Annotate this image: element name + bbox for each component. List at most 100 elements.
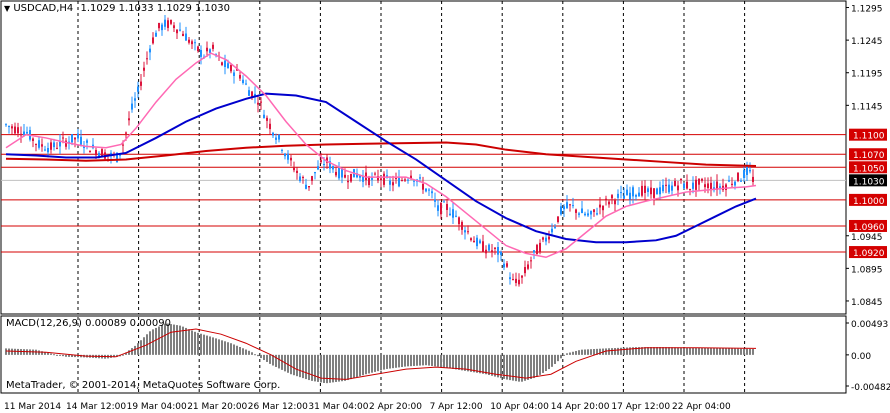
level-price-tag: 1.1070 (853, 151, 885, 161)
candle-body (650, 187, 652, 195)
macd-histogram-bar (680, 347, 682, 355)
candle-body (395, 178, 397, 180)
candle-body (284, 153, 286, 157)
candle-body (644, 185, 646, 193)
candle-body (605, 198, 607, 200)
macd-histogram-bar (494, 354, 496, 377)
macd-histogram-bar (233, 344, 235, 355)
macd-histogram-bar (704, 347, 706, 355)
level-price-tag: 1.1000 (853, 197, 885, 207)
candle-body (665, 184, 667, 186)
macd-histogram-bar (380, 354, 382, 371)
macd-histogram-bar (509, 354, 511, 381)
macd-histogram-bar (560, 354, 562, 359)
candle-body (413, 180, 415, 182)
level-price-tag-bg (849, 128, 887, 141)
time-label: 17 Apr 12:00 (611, 402, 670, 412)
macd-histogram-bar (746, 348, 748, 355)
macd-histogram-bar (275, 354, 277, 367)
macd-histogram-bar (389, 354, 391, 369)
macd-histogram-bar (17, 348, 19, 355)
time-label: 26 Mar 12:00 (248, 402, 308, 412)
macd-histogram-bar (248, 350, 250, 355)
candle-body (182, 33, 184, 37)
candle-body (269, 123, 271, 130)
candle-body (71, 134, 73, 143)
candle-body (620, 192, 622, 194)
macd-histogram-bar (128, 350, 130, 355)
chart-header: ▼ USDCAD,H4 1.1029 1.1033 1.1029 1.1030 (4, 3, 230, 15)
macd-histogram-bar (656, 347, 658, 355)
macd-histogram-bar (470, 354, 472, 372)
candle-body (200, 49, 202, 57)
macd-histogram-bar (359, 354, 361, 377)
candle-body (263, 114, 265, 119)
candle-body (536, 244, 538, 255)
candle-body (656, 188, 658, 195)
candle-body (20, 133, 22, 136)
macd-histogram-bar (383, 354, 385, 370)
candle-body (716, 181, 718, 190)
candle-body (710, 182, 712, 191)
candle-body (740, 180, 742, 182)
current-price-tag-bg (849, 174, 887, 187)
macd-histogram-bar (545, 354, 547, 372)
candle-body (98, 152, 100, 157)
macd-histogram-bar (620, 347, 622, 355)
macd-histogram-bar (305, 354, 307, 380)
macd-histogram-bar (263, 354, 265, 361)
level-price-tag-bg (849, 148, 887, 161)
candle-body (692, 182, 694, 189)
candle-body (455, 215, 457, 217)
macd-histogram-bar (752, 348, 754, 355)
candle-body (407, 179, 409, 181)
ma-fast-line (5, 52, 757, 259)
macd-histogram-bar (353, 354, 355, 379)
candle-body (122, 144, 124, 146)
candle-body (743, 170, 745, 178)
candle-body (227, 63, 229, 69)
macd-histogram-bar (341, 354, 343, 382)
candle-body (422, 183, 424, 190)
candle-body (134, 98, 136, 101)
candle-body (560, 206, 562, 215)
macd-histogram-bar (497, 354, 499, 378)
candle-body (506, 263, 508, 267)
candle-body (128, 118, 130, 121)
candle-body (32, 138, 34, 142)
candle-body (674, 180, 676, 186)
candle-body (734, 181, 736, 186)
candle-body (23, 131, 25, 136)
macd-histogram-bar (554, 354, 556, 364)
macd-histogram-bar (440, 354, 442, 368)
candle-body (347, 180, 349, 183)
candle-body (380, 178, 382, 181)
candle-body (377, 175, 379, 181)
candle-body (557, 216, 559, 223)
candle-body (299, 176, 301, 182)
price-label: 1.0845 (851, 298, 883, 308)
macd-histogram-bar (512, 354, 514, 381)
macd-histogram-bar (257, 354, 259, 357)
macd-histogram-bar (635, 347, 637, 355)
candle-body (602, 205, 604, 211)
macd-histogram-bar (386, 354, 388, 369)
macd-histogram-bar (521, 354, 523, 382)
candle-body (527, 264, 529, 269)
macd-histogram-bar (239, 347, 241, 355)
moving-averages (5, 52, 757, 259)
macd-histogram-bar (593, 349, 595, 355)
candle-body (146, 58, 148, 60)
candle-body (707, 183, 709, 189)
macd-histogram-bar (221, 340, 223, 355)
candle-body (398, 177, 400, 187)
candle-body (542, 237, 544, 240)
candle-body (335, 171, 337, 176)
candle-body (668, 184, 670, 193)
candle-body (143, 67, 145, 71)
macd-histogram-bar (230, 343, 232, 355)
macd-histogram-bar (299, 354, 301, 378)
candle-body (551, 228, 553, 233)
macd-histogram-bar (650, 347, 652, 355)
